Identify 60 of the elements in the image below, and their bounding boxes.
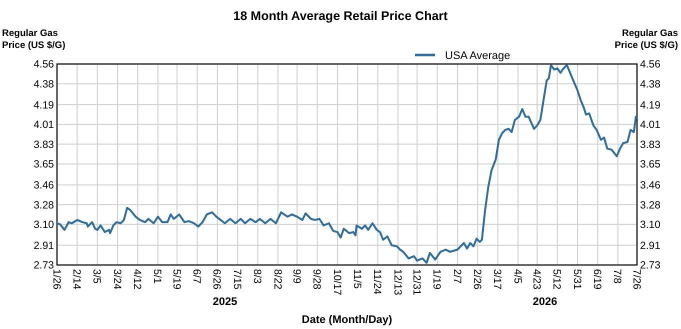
y2-tick-label: 2.73 [640,260,661,272]
y2-tick-label: 2.91 [640,240,661,252]
legend-label: USA Average [445,50,510,62]
y2-tick-label: 3.28 [640,199,661,212]
y2-tick-label: 4.56 [640,58,661,71]
x-tick-label: 9/28 [310,269,323,290]
y2-tick-label: 4.38 [640,78,661,90]
x-tick-label: 3/17 [491,269,504,290]
y-tick-label: 3.83 [34,138,54,151]
y-tick-label: 4.19 [34,99,54,112]
y2-tick-label: 3.10 [640,219,661,232]
y-tick-label: 4.38 [34,78,54,90]
x-tick-label: 7/26 [630,269,642,290]
x-tick-label: 6/19 [591,269,604,290]
y-tick-label: 4.56 [34,58,54,71]
x-tick-label: 3/5 [90,269,103,284]
y-tick-label: 3.28 [34,199,54,212]
y-tick-label: 2.91 [34,240,54,252]
x-tick-label: 4/23 [530,269,542,290]
y2-tick-label: 3.46 [640,179,661,192]
y-tick-label: 3.46 [34,179,54,192]
x-tick-label: 12/31 [410,269,422,296]
chart-title: 18 Month Average Retail Price Chart [233,9,449,23]
y2-tick-label: 4.01 [640,119,661,132]
y2-tick-label: 4.19 [640,99,661,112]
x-tick-label: 3/24 [110,269,123,290]
text: 2025 [212,296,238,308]
y-axis-title: Regular Gas Price (US $/G) [2,28,66,51]
x-tick-label: 5/1 [151,269,164,284]
x-tick-label: 11/24 [371,269,384,295]
x-axis-title: Date (Month/Day) [302,314,393,326]
y2-tick-label: 3.65 [640,158,661,171]
x-tick-label: 7/8 [611,269,624,284]
x-tick-label: 2/7 [450,269,463,284]
x-tick-label: 6/26 [210,269,223,290]
x-tick-label: 8/22 [271,269,284,290]
x-tick-label: 5/12 [550,269,563,290]
y2-axis-title: Regular Gas Price (US $/G) [614,28,678,51]
y-tick-label: 2.73 [34,260,54,272]
y-tick-label: 3.10 [34,219,54,232]
x-tick-label: 1/19 [430,269,443,290]
y-tick-label: 3.65 [34,158,54,171]
x-tick-label: 2/26 [470,269,483,290]
x-tick-label: 11/5 [350,269,363,289]
line-series [56,64,638,264]
x-tick-label: 7/15 [230,269,243,290]
x-tick-label: 9/9 [290,269,302,284]
x-tick-label: 2/14 [70,269,83,290]
x-tick-label: 5/19 [170,269,182,290]
x-tick-label: 4/5 [511,269,524,284]
x-tick-label: 10/17 [330,269,343,296]
y2-tick-label: 3.83 [640,138,661,151]
text: 2026 [532,296,558,308]
x-tick-label: 1/26 [50,269,62,290]
x-tick-label: 12/13 [391,269,404,296]
x-tick-label: 5/31 [570,269,583,290]
x-tick-label: 4/12 [131,269,144,290]
x-tick-label: 8/3 [251,269,264,284]
x-tick-label: 6/7 [190,269,203,284]
y-tick-label: 4.01 [34,119,54,132]
